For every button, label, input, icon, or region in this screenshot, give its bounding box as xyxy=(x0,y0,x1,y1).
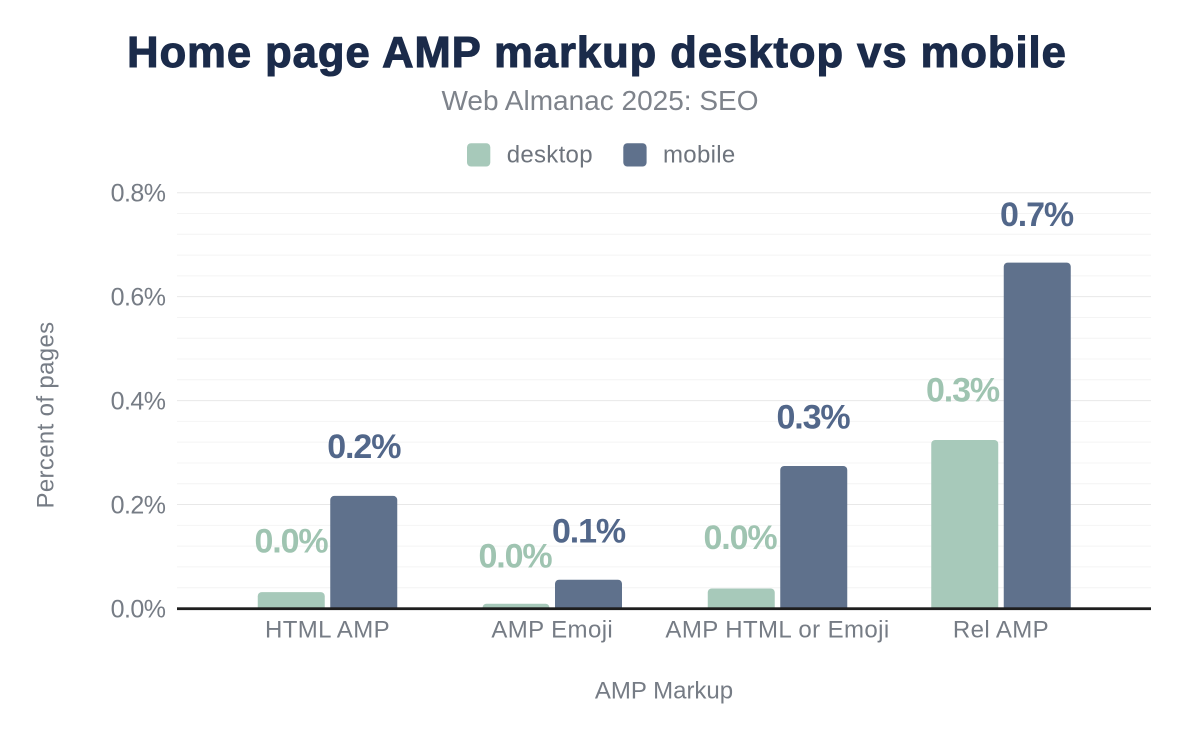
svg-text:0.2%: 0.2% xyxy=(111,491,166,519)
svg-text:0.4%: 0.4% xyxy=(111,388,166,416)
svg-text:desktop: desktop xyxy=(507,142,593,169)
svg-text:AMP HTML or Emoji: AMP HTML or Emoji xyxy=(665,617,889,644)
svg-text:Percent of pages: Percent of pages xyxy=(33,321,60,508)
svg-text:0.6%: 0.6% xyxy=(111,284,166,312)
svg-text:Home page AMP markup desktop v: Home page AMP markup desktop vs mobile xyxy=(127,29,1067,77)
svg-text:Rel AMP: Rel AMP xyxy=(953,617,1049,644)
svg-text:0.0%: 0.0% xyxy=(254,523,328,561)
svg-text:0.0%: 0.0% xyxy=(703,519,777,557)
svg-text:0.7%: 0.7% xyxy=(1000,196,1074,234)
svg-text:mobile: mobile xyxy=(663,142,736,169)
svg-text:0.8%: 0.8% xyxy=(111,180,166,208)
svg-text:Web Almanac 2025: SEO: Web Almanac 2025: SEO xyxy=(442,85,759,116)
svg-text:0.3%: 0.3% xyxy=(776,398,850,436)
svg-text:0.1%: 0.1% xyxy=(552,513,626,551)
svg-text:0.3%: 0.3% xyxy=(926,372,1000,410)
svg-text:AMP Markup: AMP Markup xyxy=(595,678,733,705)
svg-text:0.2%: 0.2% xyxy=(327,428,401,466)
svg-text:0.0%: 0.0% xyxy=(111,595,166,623)
svg-text:0.0%: 0.0% xyxy=(478,538,552,576)
svg-text:AMP Emoji: AMP Emoji xyxy=(491,617,613,644)
svg-text:HTML AMP: HTML AMP xyxy=(265,617,390,644)
